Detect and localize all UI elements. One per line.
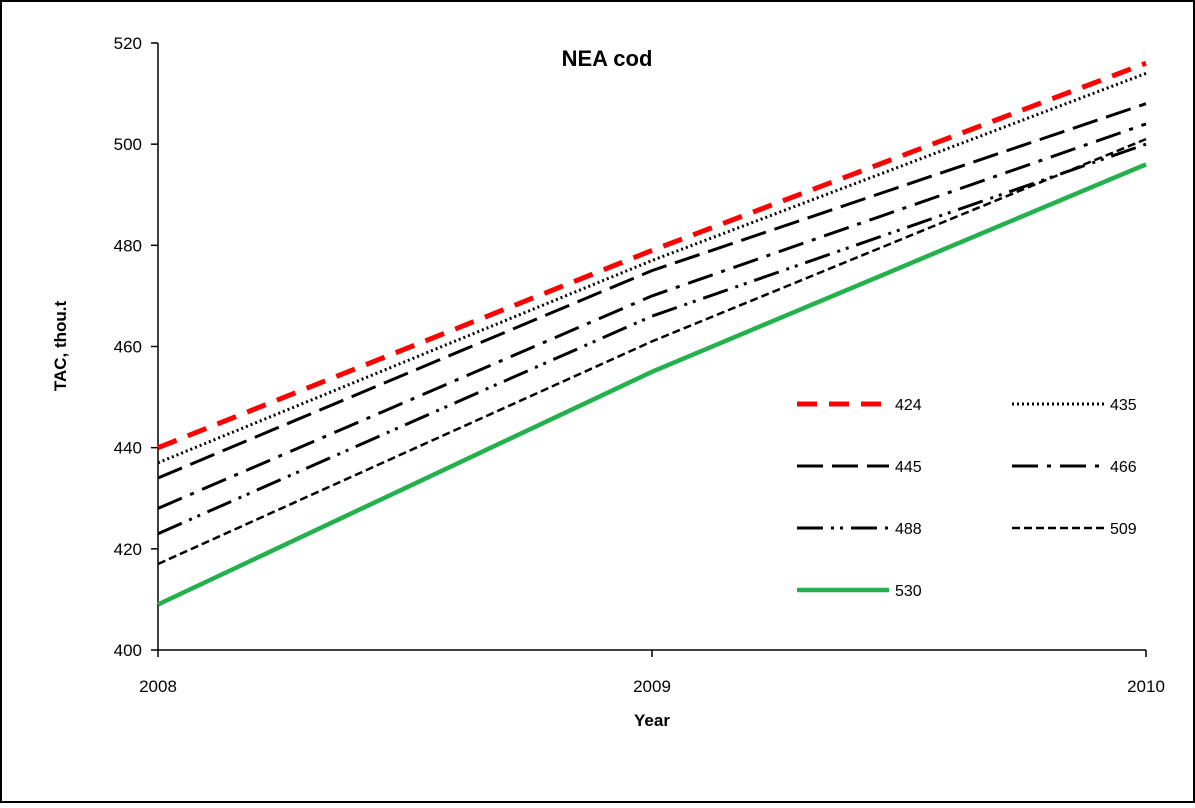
series-line-530 (157, 162, 1147, 607)
y-tick-label: 400 (114, 641, 142, 660)
y-tick-label: 440 (114, 439, 142, 458)
series-line-509 (157, 137, 1147, 566)
legend-label-435: 435 (1110, 397, 1137, 414)
legend-label-445: 445 (895, 459, 922, 476)
y-tick-label: 500 (114, 135, 142, 154)
x-tick-label: 2010 (1127, 677, 1165, 696)
axes: 400 420 440 460 480 500 520 2008 2009 2010 (114, 34, 1165, 696)
series-line-488 (157, 142, 1147, 536)
series-line-445 (157, 102, 1147, 480)
x-axis-label: Year (634, 711, 670, 730)
chart-title: NEA cod (562, 46, 653, 71)
legend: 424 435 445 466 488 509 530 (797, 397, 1137, 600)
legend-label-530: 530 (895, 583, 922, 600)
legend-label-509: 509 (1110, 521, 1137, 538)
legend-label-488: 488 (895, 521, 922, 538)
y-axis-label: TAC, thou.t (51, 301, 70, 392)
x-tick-label: 2009 (633, 677, 671, 696)
y-tick-label: 460 (114, 338, 142, 357)
series-line-466 (157, 122, 1147, 510)
y-tick-label: 520 (114, 34, 142, 53)
x-tick-label: 2008 (139, 677, 177, 696)
y-tick-label: 480 (114, 236, 142, 255)
series-line-435 (157, 71, 1147, 465)
series-group (157, 60, 1147, 607)
legend-label-466: 466 (1110, 459, 1137, 476)
y-tick-label: 420 (114, 540, 142, 559)
series-line-424 (157, 60, 1147, 451)
legend-label-424: 424 (895, 397, 922, 414)
